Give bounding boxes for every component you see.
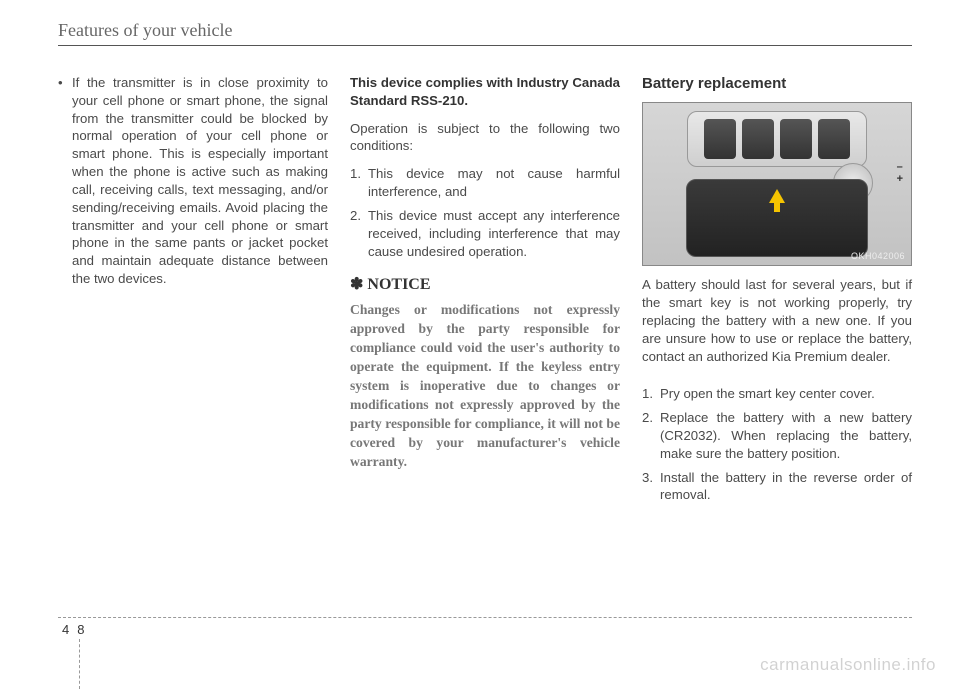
page-number: 4 8: [58, 622, 912, 637]
notice-body: Changes or modifications not expressly a…: [350, 300, 620, 471]
bullet-text: If the transmitter is in close proximity…: [72, 74, 328, 288]
step-2: 2. Replace the battery with a new batter…: [642, 409, 912, 462]
chapter-header: Features of your vehicle: [58, 20, 912, 46]
condition-2: 2. This device must accept any interfere…: [350, 207, 620, 260]
manual-page: Features of your vehicle • If the transm…: [0, 0, 960, 689]
operation-intro: Operation is subject to the following tw…: [350, 120, 620, 156]
notice-heading: ✽ NOTICE: [350, 274, 620, 296]
step-3-text: Install the battery in the reverse order…: [660, 469, 912, 505]
condition-2-text: This device must accept any interference…: [368, 207, 620, 260]
num-marker: 1.: [350, 165, 368, 201]
smart-key-illustration: – + OKH042006: [642, 102, 912, 266]
compliance-title: This device complies with Industry Canad…: [350, 74, 620, 110]
page-num: 8: [77, 622, 84, 637]
battery-intro: A battery should last for several years,…: [642, 276, 912, 365]
image-code: OKH042006: [851, 250, 905, 262]
num-marker: 2.: [642, 409, 660, 462]
key-button: [780, 119, 812, 159]
polarity-labels: – +: [897, 161, 903, 185]
num-marker: 3.: [642, 469, 660, 505]
num-marker: 1.: [642, 385, 660, 403]
arrow-stem: [774, 202, 780, 212]
column-2: This device complies with Industry Canad…: [350, 74, 620, 510]
num-marker: 2.: [350, 207, 368, 260]
footer-vline: [79, 639, 80, 689]
key-button: [818, 119, 850, 159]
step-3: 3. Install the battery in the reverse or…: [642, 469, 912, 505]
arrow-icon: [769, 189, 785, 203]
spacer: [642, 375, 912, 385]
key-button: [742, 119, 774, 159]
step-2-text: Replace the battery with a new battery (…: [660, 409, 912, 462]
page-footer: 4 8: [58, 617, 912, 637]
polarity-plus: +: [897, 173, 903, 185]
column-1: • If the transmitter is in close proximi…: [58, 74, 328, 510]
condition-1-text: This device may not cause harmful interf…: [368, 165, 620, 201]
column-3: Battery replacement – + OKH042006 A: [642, 74, 912, 510]
condition-1: 1. This device may not cause harmful int…: [350, 165, 620, 201]
watermark: carmanualsonline.info: [760, 655, 936, 675]
key-button: [704, 119, 736, 159]
bullet-marker: •: [58, 74, 72, 288]
section-number: 4: [58, 622, 73, 637]
polarity-minus: –: [897, 161, 903, 173]
battery-replacement-title: Battery replacement: [642, 74, 912, 94]
content-columns: • If the transmitter is in close proximi…: [58, 74, 912, 510]
step-1: 1. Pry open the smart key center cover.: [642, 385, 912, 403]
bullet-item: • If the transmitter is in close proximi…: [58, 74, 328, 288]
step-1-text: Pry open the smart key center cover.: [660, 385, 912, 403]
key-fob-top: [687, 111, 867, 167]
